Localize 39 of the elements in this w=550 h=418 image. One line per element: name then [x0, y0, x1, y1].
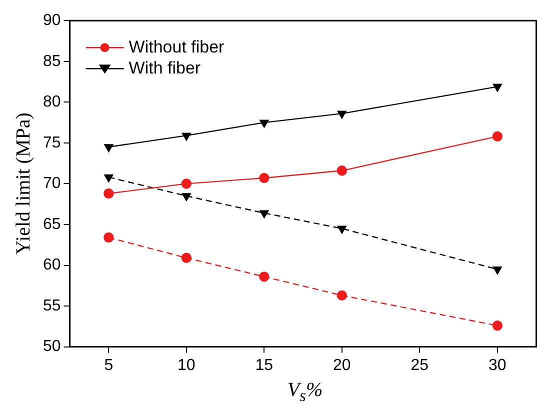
x-tick-label: 20	[333, 356, 351, 374]
y-tick-label: 80	[43, 94, 61, 111]
x-tick-label: 10	[178, 356, 196, 374]
legend-label: With fiber	[128, 58, 201, 78]
legend-label: Without fiber	[128, 37, 225, 56]
y-tick-label: 60	[43, 256, 61, 274]
y-tick-label: 65	[43, 216, 61, 233]
y-tick-label: 75	[43, 134, 61, 152]
point	[182, 132, 191, 141]
x-tick-label: 30	[488, 356, 506, 374]
y-tick-label: 90	[43, 12, 61, 30]
x-tick-label: 5	[104, 356, 114, 374]
y-tick-label: 85	[43, 52, 61, 70]
point	[181, 252, 192, 264]
point	[492, 84, 502, 92]
x-axis-title: V$_{s}$%	[286, 379, 324, 406]
point	[104, 144, 114, 152]
point	[337, 110, 346, 119]
point	[492, 266, 502, 274]
y-tick-label: 55	[43, 297, 61, 314]
point	[259, 272, 270, 282]
point	[104, 188, 114, 199]
y-tick-label: 50	[43, 338, 61, 356]
y-tick-label: 70	[43, 175, 61, 192]
x-tick-label: 25	[410, 356, 429, 374]
point	[337, 226, 346, 234]
point	[182, 193, 191, 202]
point	[104, 174, 114, 182]
point	[336, 290, 348, 301]
x-tick-label: 15	[255, 356, 274, 374]
point	[181, 178, 192, 189]
point	[260, 120, 269, 128]
point	[260, 210, 269, 218]
point	[492, 131, 503, 142]
point	[492, 320, 503, 331]
y-axis-title: Yield limit (MPa)	[12, 112, 34, 255]
point	[104, 232, 114, 243]
point	[336, 166, 348, 176]
point	[259, 172, 270, 184]
